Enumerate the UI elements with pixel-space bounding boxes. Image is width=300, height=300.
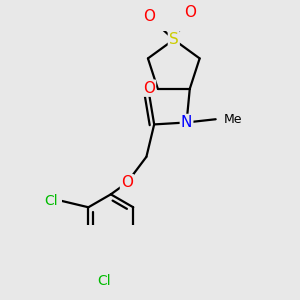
Text: O: O: [143, 10, 155, 25]
Text: O: O: [143, 81, 155, 96]
Text: Cl: Cl: [98, 274, 111, 288]
Text: Cl: Cl: [45, 194, 58, 208]
Text: N: N: [181, 115, 192, 130]
Text: S: S: [169, 32, 179, 47]
Text: Me: Me: [224, 113, 242, 126]
Text: O: O: [121, 175, 133, 190]
Text: O: O: [184, 5, 196, 20]
